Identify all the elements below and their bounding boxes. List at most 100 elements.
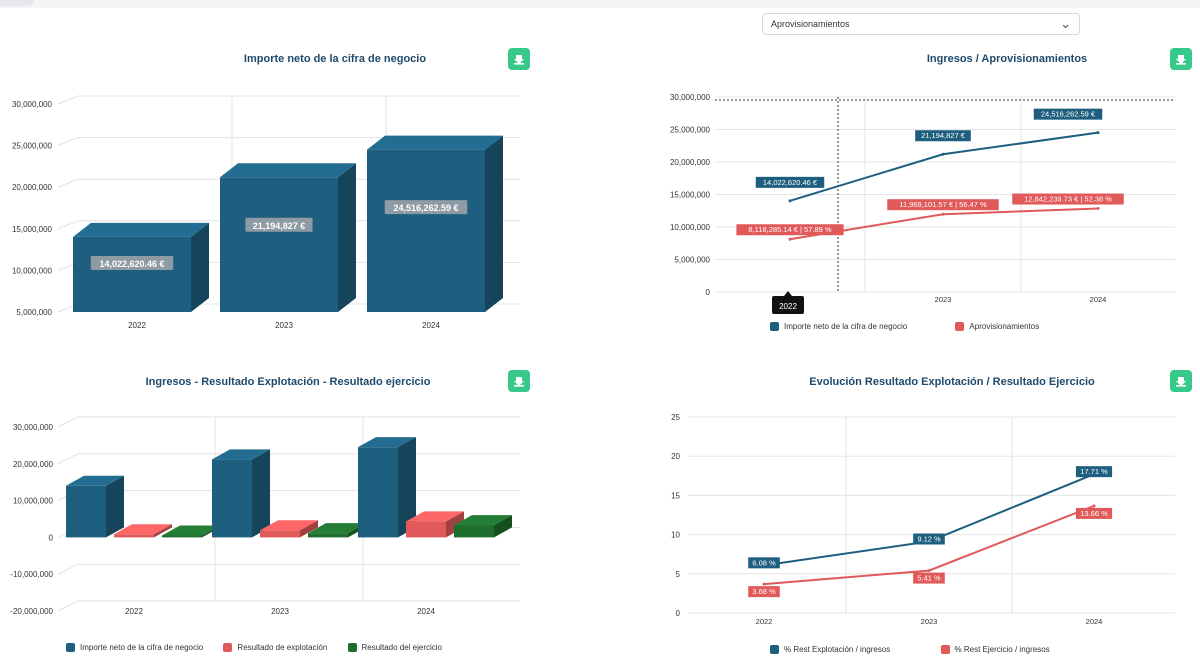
data-label-bg (1075, 507, 1113, 519)
bar-side (106, 475, 124, 538)
legend-item[interactable]: Aprovisionamientos (955, 322, 1039, 331)
bar-front (260, 530, 300, 538)
x-tick-label: 2023 (271, 607, 289, 616)
bar-top (66, 475, 124, 486)
grid-line (57, 220, 79, 230)
bar-top (308, 523, 366, 534)
data-point (762, 582, 766, 586)
data-point (927, 569, 931, 573)
download-icon (1176, 377, 1186, 387)
legend-label: Resultado del ejercicio (361, 643, 443, 652)
chevron-down-icon[interactable]: ⌄ (1060, 16, 1071, 31)
data-label: 24,516,262.59 € (393, 203, 458, 213)
chart2: 30,000,000 25,000,000 20,000,000 15,000,000… (670, 93, 1175, 314)
y-tick-label: 30,000,000 (670, 93, 711, 102)
legend-item[interactable]: Importe neto de la cifra de negocio (66, 643, 203, 652)
bar-front (454, 525, 494, 538)
bar-side (300, 520, 318, 538)
y-tick-label: 25,000,000 (12, 142, 53, 151)
bar-front (114, 534, 154, 538)
bar-top (367, 135, 503, 150)
legend-label: % Rest Ejercicio / ingresos (954, 645, 1050, 654)
bar-side (446, 511, 464, 538)
grid-line (57, 563, 79, 575)
chart3-title: Ingresos - Resultado Explotación - Resul… (145, 376, 431, 388)
y-tick-label: 5,000,000 (16, 308, 52, 317)
chart2-legend: Importe neto de la cifra de negocio Apro… (770, 322, 1057, 333)
bar-top (212, 449, 270, 460)
y-tick-label: 15 (671, 491, 680, 500)
data-label-bg (748, 586, 780, 598)
y-tick-label: 0 (706, 288, 711, 297)
legend-item[interactable]: Resultado del ejercicio (347, 643, 443, 652)
bar (66, 475, 124, 538)
legend-item[interactable]: Importe neto de la cifra de negocio (770, 322, 907, 331)
data-label-bg (755, 176, 825, 188)
x-tick-label: 2023 (275, 321, 293, 330)
legend-item[interactable]: % Rest Ejercicio / ingresos (940, 645, 1050, 654)
data-label: 14,022,620.46 € (99, 259, 164, 269)
bar (114, 524, 172, 538)
y-tick-label: 20,000,000 (670, 158, 711, 167)
grid-line (57, 453, 79, 465)
bar-top (260, 520, 318, 531)
top-tab[interactable] (0, 0, 34, 6)
x-tick-label: 2022 (128, 321, 146, 330)
legend-swatch (223, 643, 233, 652)
top-bar (0, 0, 1200, 8)
x-tick-label: 2023 (921, 617, 938, 626)
bar-front (406, 521, 446, 538)
data-label-bg (1033, 108, 1103, 120)
data-point (1096, 131, 1100, 135)
tooltip-bg (772, 296, 804, 314)
x-tick-label: 2024 (417, 607, 435, 616)
bar-side (398, 437, 416, 538)
data-label: 17.71 % (1080, 467, 1108, 476)
chart2-download-button[interactable] (1170, 48, 1192, 70)
legend-item[interactable]: % Rest Explotación / ingresos (770, 645, 890, 654)
legend-swatch (770, 322, 779, 331)
data-label-bg (913, 533, 945, 545)
x-tick-label: 2024 (422, 321, 440, 330)
legend-label: Aprovisionamientos (969, 322, 1040, 331)
legend-label: Importe neto de la cifra de negocio (80, 643, 204, 652)
bar-side (485, 135, 503, 312)
y-tick-label: 0 (676, 609, 681, 618)
y-tick-label: 5,000,000 (674, 256, 710, 265)
bar-side (494, 515, 512, 538)
data-point (1092, 504, 1096, 508)
bar (212, 449, 270, 538)
legend-label: Resultado de explotación (237, 643, 328, 652)
chart4-download-button[interactable] (1170, 370, 1192, 392)
chart3-download-button[interactable] (508, 370, 530, 392)
y-tick-label: 5 (676, 570, 681, 579)
bar-top (220, 163, 356, 178)
legend-label: Importe neto de la cifra de negocio (784, 322, 908, 331)
data-point (788, 199, 792, 203)
data-label-bg (1012, 193, 1124, 205)
bar-side (191, 222, 209, 312)
download-icon (514, 377, 524, 387)
chart4-legend: % Rest Explotación / ingresos % Rest Eje… (770, 645, 1068, 656)
y-tick-label: 10,000,000 (13, 497, 54, 506)
bar-front (66, 485, 106, 538)
data-label: 3.68 % (752, 587, 776, 596)
bar (73, 222, 209, 312)
y-tick-label: 20,000,000 (13, 460, 54, 469)
legend-label: % Rest Explotación / ingresos (784, 645, 891, 654)
legend-item[interactable]: Resultado de explotación (223, 643, 327, 652)
y-tick-label: 10 (671, 531, 680, 540)
bar-side (252, 449, 270, 538)
y-tick-label: 10,000,000 (12, 266, 53, 275)
series-line (763, 504, 1095, 586)
data-label-bg (90, 255, 174, 270)
y-tick-label: 20 (671, 452, 680, 461)
tooltip-text: 2022 (779, 302, 797, 311)
chart1-download-button[interactable] (508, 48, 530, 70)
data-label-bg (913, 572, 945, 584)
bar-front (212, 459, 252, 538)
indicator-select[interactable]: Aprovisionamientos ⌄ (762, 13, 1080, 35)
grid-line (57, 600, 79, 612)
bar-top (358, 437, 416, 448)
data-label: 6.08 % (752, 558, 776, 567)
